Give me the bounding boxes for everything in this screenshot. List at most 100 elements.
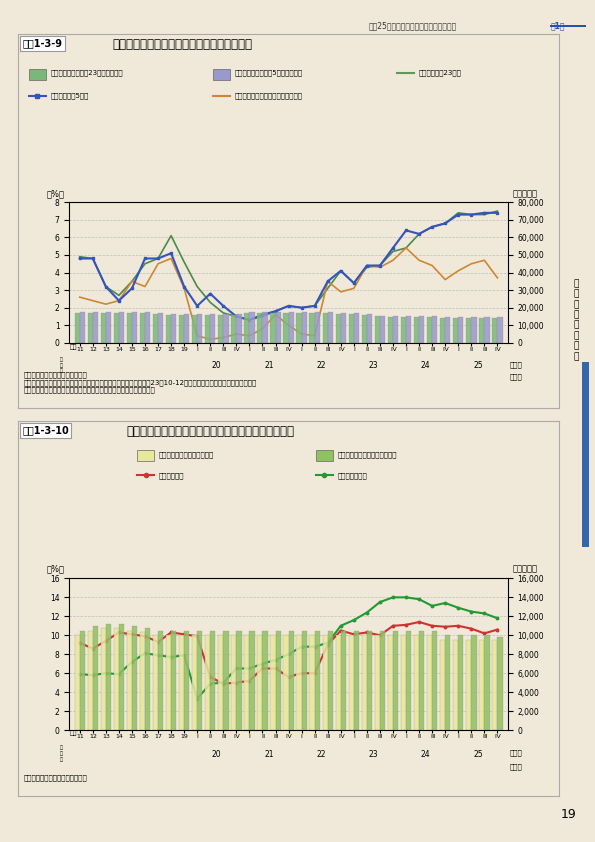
Bar [210, 314, 215, 343]
Bar [484, 635, 490, 730]
Bar [218, 635, 223, 730]
Bar [127, 631, 132, 730]
Bar [458, 635, 464, 730]
Text: 資料：シービーアールイー（株）: 資料：シービーアールイー（株） [23, 774, 87, 781]
Bar [427, 317, 432, 343]
Bar [341, 631, 346, 730]
Text: （%）: （%） [47, 189, 65, 198]
Bar [137, 450, 154, 461]
Bar [236, 314, 242, 343]
Bar [302, 312, 307, 343]
Bar [283, 313, 289, 343]
Text: 23: 23 [369, 750, 378, 759]
Bar [289, 312, 294, 343]
Bar [262, 312, 268, 343]
Bar [158, 631, 163, 730]
Text: （円／坪）: （円／坪） [512, 189, 537, 198]
Bar [74, 313, 80, 343]
Text: 20: 20 [212, 750, 221, 759]
Bar [80, 312, 85, 343]
Bar [328, 312, 333, 343]
Bar [249, 312, 255, 343]
Text: 空室率・名古屋: 空室率・名古屋 [337, 472, 367, 478]
Bar [322, 313, 328, 343]
Bar [471, 317, 477, 343]
Bar [380, 316, 385, 343]
Bar [93, 312, 98, 343]
Bar [119, 312, 124, 343]
Bar [367, 314, 372, 343]
Bar [106, 312, 111, 343]
Text: 25: 25 [473, 361, 483, 370]
Bar [479, 640, 484, 730]
Text: 平均募集賃料（主要5区）（右軸）: 平均募集賃料（主要5区）（右軸） [234, 70, 302, 77]
Text: 平均募集賃料・名古屋（右軸）: 平均募集賃料・名古屋（右軸） [337, 451, 397, 458]
Bar [244, 313, 249, 343]
Bar [223, 314, 228, 343]
Bar [132, 626, 137, 730]
Bar [270, 313, 275, 343]
Bar [341, 313, 346, 343]
Bar [406, 317, 411, 343]
Bar [427, 635, 432, 730]
Bar [87, 631, 93, 730]
Bar [205, 315, 210, 343]
Bar [453, 640, 458, 730]
Bar [388, 635, 393, 730]
Bar [414, 317, 419, 343]
Text: 平
成
年: 平 成 年 [60, 357, 62, 374]
Bar [466, 640, 471, 730]
Text: 19: 19 [560, 808, 576, 821]
Bar [375, 317, 380, 343]
Bar [302, 631, 307, 730]
Bar [367, 631, 372, 730]
Bar [315, 312, 320, 343]
Text: 24: 24 [421, 750, 430, 759]
Text: 平
成
年: 平 成 年 [60, 745, 62, 762]
Bar [205, 635, 210, 730]
Bar [179, 315, 184, 343]
Text: 平成: 平成 [70, 731, 77, 737]
Text: 資料：シービーアールイー（株）
注：「丸の内・大手町・有楽町」の平均募集賃料については、平成23年10-12月期以降、対象ゾーン内に募集賃料を
　　公表している: 資料：シービーアールイー（株） 注：「丸の内・大手町・有楽町」の平均募集賃料につ… [23, 371, 256, 393]
Bar [315, 631, 320, 730]
Bar [275, 631, 281, 730]
Bar [414, 635, 419, 730]
Bar [445, 317, 450, 343]
Bar [119, 624, 124, 730]
Text: 22: 22 [317, 750, 326, 759]
Bar [197, 314, 202, 343]
Bar [354, 313, 359, 343]
Bar [401, 317, 406, 343]
Bar [218, 315, 223, 343]
Text: 21: 21 [264, 361, 274, 370]
Text: 空室率（東京23区）: 空室率（東京23区） [418, 70, 461, 77]
Bar [497, 637, 503, 730]
Bar [236, 631, 242, 730]
Text: 平成: 平成 [70, 344, 77, 349]
Bar [213, 68, 230, 80]
Text: 第1章: 第1章 [550, 21, 565, 30]
Bar [106, 624, 111, 730]
Bar [145, 627, 150, 730]
Text: 21: 21 [264, 750, 274, 759]
Bar [166, 635, 171, 730]
Bar [184, 314, 189, 343]
Bar [231, 315, 236, 343]
Text: （期）: （期） [510, 361, 523, 368]
Text: （円／坪）: （円／坪） [512, 565, 537, 573]
Bar [471, 635, 477, 730]
Text: （%）: （%） [47, 565, 65, 573]
Bar [419, 631, 424, 730]
Bar [309, 635, 315, 730]
Bar [406, 631, 411, 730]
Bar [87, 312, 93, 343]
Bar [158, 313, 163, 343]
Text: 平成25年度の地価・土地取引等の動向: 平成25年度の地価・土地取引等の動向 [369, 21, 457, 30]
Bar [401, 635, 406, 730]
Bar [171, 313, 176, 343]
Bar [179, 635, 184, 730]
Bar [296, 635, 302, 730]
Bar [432, 631, 437, 730]
Bar [249, 631, 255, 730]
Bar [257, 313, 262, 343]
